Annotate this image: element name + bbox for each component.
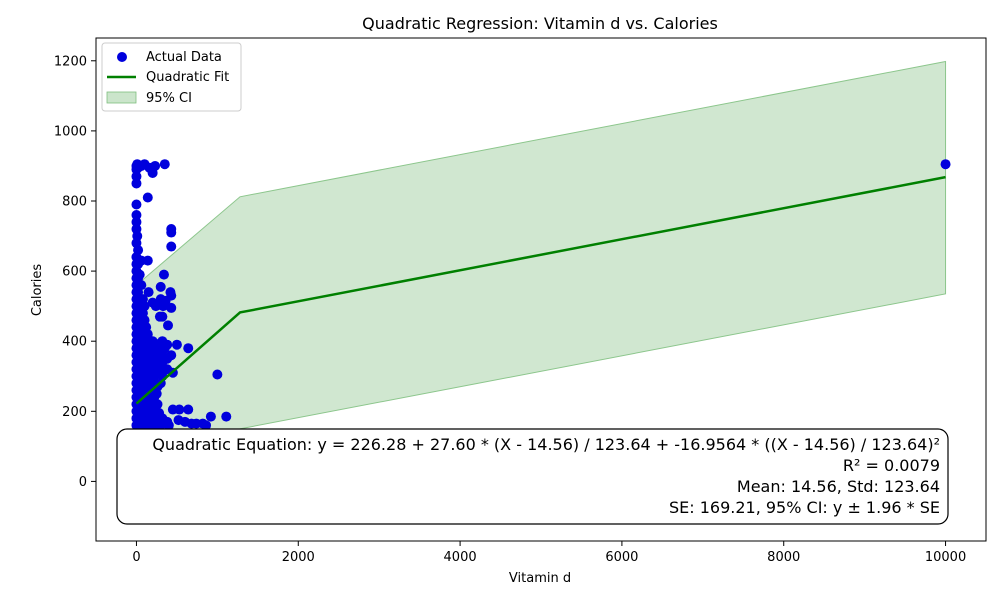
data-point — [162, 416, 173, 427]
data-point — [183, 343, 194, 354]
data-point — [131, 217, 142, 228]
annotation-equation: Quadratic Equation: y = 226.28 + 27.60 *… — [152, 435, 940, 454]
x-axis: 0 2000 4000 6000 8000 10000 — [132, 541, 966, 565]
data-point — [152, 399, 163, 410]
data-point — [163, 320, 174, 331]
legend-marker-actual-data — [117, 52, 127, 62]
data-point — [139, 367, 150, 378]
data-point — [221, 411, 232, 422]
legend-label-ci: 95% CI — [146, 91, 192, 106]
data-point — [159, 159, 170, 170]
data-point — [133, 259, 144, 270]
legend-marker-ci — [106, 91, 137, 104]
y-tick-label: 200 — [62, 405, 87, 420]
annotation-r-squared: R² = 0.0079 — [843, 456, 940, 475]
annotation-frame — [116, 428, 949, 525]
y-tick-label: 400 — [62, 335, 87, 350]
chart-title: Quadratic Regression: Vitamin d vs. Calo… — [362, 14, 718, 33]
data-point — [205, 411, 216, 422]
data-point — [136, 339, 147, 350]
y-tick-label: 1200 — [54, 54, 87, 69]
data-point — [139, 301, 150, 312]
y-tick-label: 800 — [62, 194, 87, 209]
data-point — [162, 353, 173, 364]
data-point — [157, 311, 168, 322]
data-point — [155, 281, 166, 292]
x-tick-label: 2000 — [282, 550, 315, 565]
y-axis-label: Calories — [30, 264, 45, 317]
data-point — [166, 241, 177, 252]
x-tick-label: 0 — [132, 550, 140, 565]
x-tick-label: 10000 — [925, 550, 966, 565]
data-point — [183, 404, 194, 415]
legend-label-actual-data: Actual Data — [146, 50, 222, 65]
plot-frame — [95, 37, 987, 542]
data-point — [131, 199, 142, 210]
data-point — [142, 192, 153, 203]
data-point — [162, 364, 173, 375]
x-tick-label: 6000 — [605, 550, 638, 565]
fit-line — [135, 175, 946, 405]
plot-area — [131, 60, 951, 522]
data-point — [142, 255, 153, 266]
data-point — [162, 339, 173, 350]
data-point — [139, 406, 150, 417]
data-point — [136, 280, 147, 291]
data-point — [139, 315, 150, 326]
data-point — [174, 404, 185, 415]
legend: Actual Data Quadratic Fit 95% CI — [101, 42, 242, 112]
data-point — [171, 339, 182, 350]
data-point — [143, 287, 154, 298]
data-point — [131, 171, 142, 182]
data-point — [150, 301, 161, 312]
y-tick-label: 600 — [62, 265, 87, 280]
legend-box — [101, 42, 242, 112]
data-point — [166, 302, 177, 313]
data-point — [201, 420, 212, 431]
data-point — [131, 210, 142, 221]
annotation-box: Quadratic Equation: y = 226.28 + 27.60 *… — [116, 428, 949, 525]
data-point — [136, 378, 147, 389]
y-tick-label: 1000 — [54, 124, 87, 139]
data-point — [131, 178, 142, 189]
data-point — [212, 369, 223, 380]
y-tick-label: 0 — [79, 475, 87, 490]
data-point — [158, 301, 169, 312]
x-tick-label: 8000 — [767, 550, 800, 565]
data-point — [139, 350, 150, 361]
y-axis: 0 200 400 600 800 1000 1200 — [54, 54, 96, 490]
annotation-mean-std: Mean: 14.56, Std: 123.64 — [737, 477, 940, 496]
data-point — [157, 346, 168, 357]
annotation-se-ci: SE: 169.21, 95% CI: y ± 1.96 * SE — [669, 498, 940, 517]
data-point — [139, 388, 150, 399]
x-tick-label: 4000 — [444, 550, 477, 565]
x-axis-label: Vitamin d — [509, 571, 571, 586]
data-point — [166, 227, 177, 238]
data-point — [158, 269, 169, 280]
legend-label-quadratic-fit: Quadratic Fit — [146, 70, 229, 85]
data-point — [940, 159, 951, 170]
data-point — [150, 160, 161, 171]
